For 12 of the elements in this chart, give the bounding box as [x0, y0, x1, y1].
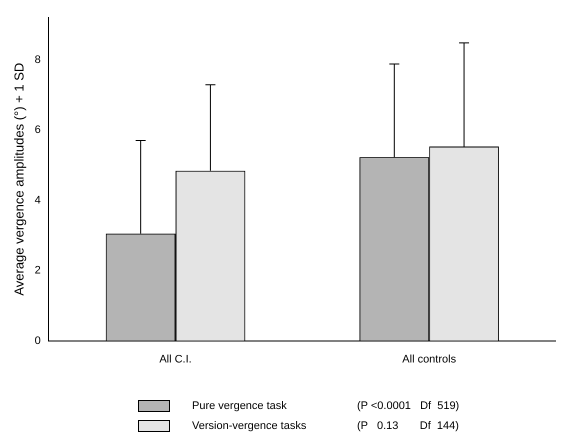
text: (P 0.13 Df 144): [357, 420, 459, 432]
y-tick-label: 2: [34, 264, 41, 277]
x-tick-label: All controls: [402, 353, 457, 366]
y-tick-label: 4: [34, 194, 41, 206]
y-axis-title: Average vergence amplitudes (°) + 1 SD: [11, 62, 26, 296]
y-tick-label: 6: [34, 124, 41, 136]
x-tick-label: All C.I.: [159, 353, 192, 366]
y-tick-label: 8: [34, 54, 41, 66]
legend-label: Pure vergence task: [192, 400, 288, 412]
legend-label: Version-vergence tasks: [192, 420, 308, 432]
y-tick-label: 0: [34, 334, 41, 347]
text: (P <0.0001 Df 519): [357, 400, 460, 412]
